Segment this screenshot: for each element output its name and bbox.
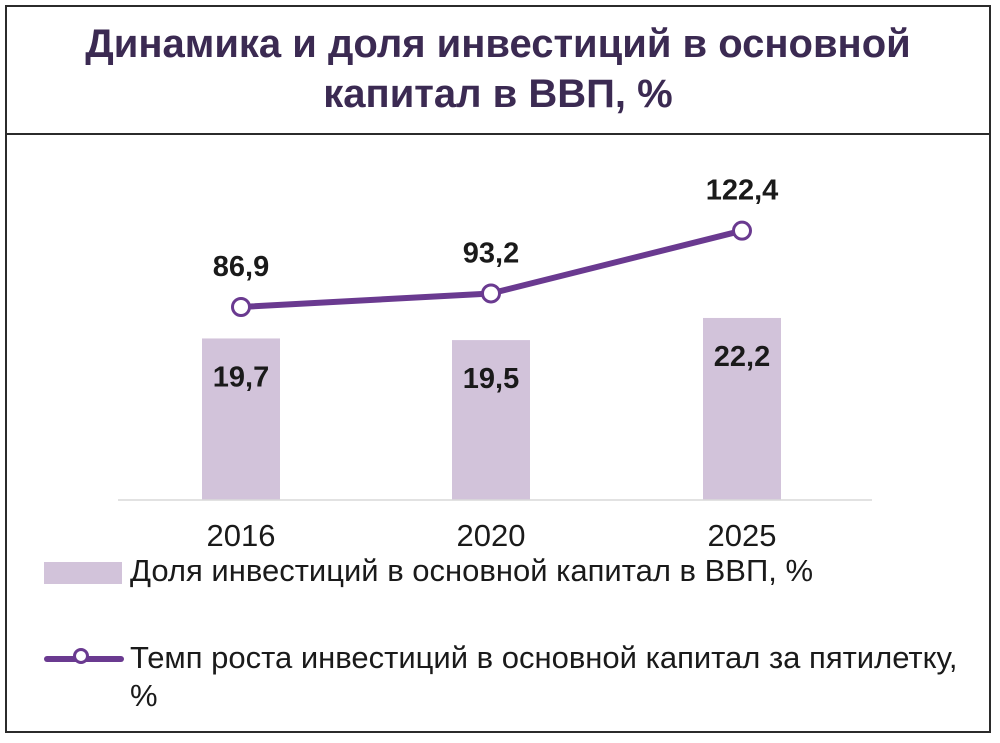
line-point-2025 (732, 220, 752, 241)
bar-label-2025: 22,2 (714, 341, 770, 373)
title-box: Динамика и доля инвестиций в основной ка… (5, 5, 991, 135)
legend-label-line-1: Темп роста инвестиций в основной капитал… (130, 640, 958, 675)
line-label-2025: 122,4 (706, 175, 779, 207)
legend-swatch-bar (44, 562, 122, 584)
bar-2020 (452, 340, 530, 500)
line-point-2016 (231, 297, 251, 317)
legend-label-line-2: % (130, 678, 158, 713)
legend-marker-icon (73, 648, 89, 664)
chart-title: Динамика и доля инвестиций в основной ка… (45, 19, 951, 119)
chart-frame (5, 5, 991, 733)
line-label-2016: 86,9 (213, 251, 269, 283)
bar-2025 (703, 317, 781, 500)
x-tick-label-2020: 2020 (457, 518, 526, 553)
line-point-2020 (481, 283, 501, 304)
legend-label-bar: Доля инвестиций в основной капитал в ВВП… (130, 553, 814, 588)
bar-label-2016: 19,7 (213, 361, 269, 393)
x-tick-label-2016: 2016 (207, 518, 276, 553)
chart-title-line-1: Динамика и доля инвестиций в основной (85, 22, 911, 66)
x-tick-label-2025: 2025 (708, 518, 777, 553)
bar-label-2020: 19,5 (463, 363, 519, 395)
bar-2016 (202, 338, 280, 500)
chart-title-line-2: капитал в ВВП, % (323, 72, 673, 116)
line-label-2020: 93,2 (463, 237, 519, 269)
